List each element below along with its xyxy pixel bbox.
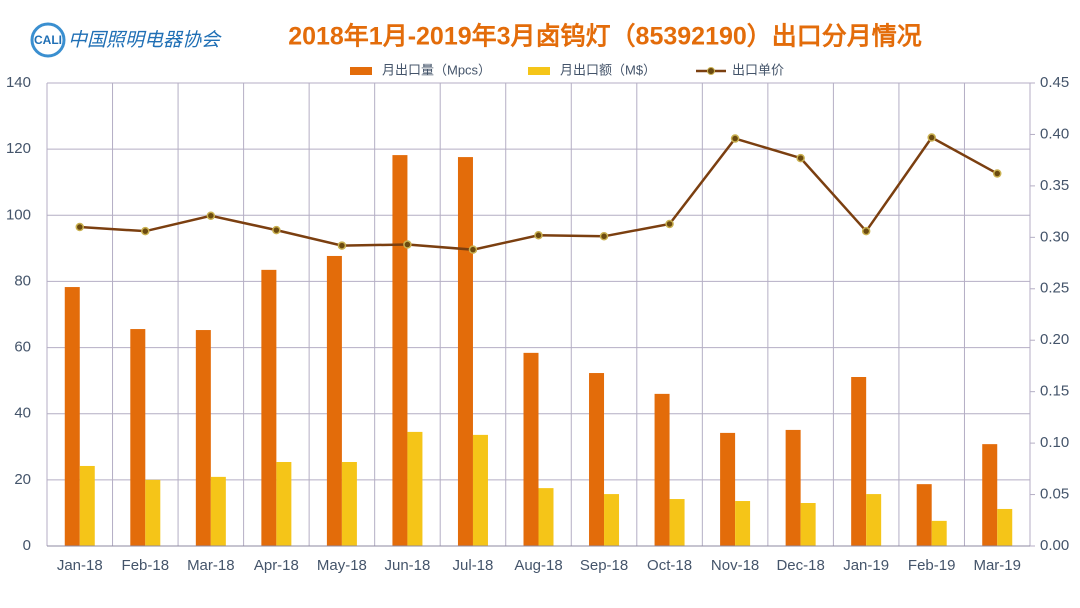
- bar: [261, 269, 277, 546]
- legend-label: 月出口额（M$）: [560, 62, 656, 77]
- legend-marker: [707, 67, 715, 75]
- x-tick-label: Mar-19: [973, 557, 1021, 574]
- x-tick-label: Oct-18: [647, 557, 692, 574]
- bar: [210, 476, 226, 546]
- line-marker: [796, 153, 805, 163]
- line-marker: [141, 226, 150, 236]
- logo: CALI: [34, 33, 62, 47]
- bar: [130, 329, 146, 546]
- bar: [735, 501, 751, 546]
- chart-title: 2018年1月-2019年3月卤钨灯（85392190）出口分月情况: [288, 22, 922, 51]
- bar: [392, 155, 408, 547]
- bar: [982, 444, 998, 546]
- bar: [800, 503, 816, 546]
- bar: [276, 461, 292, 546]
- bar: [604, 494, 620, 546]
- line-marker: [403, 240, 412, 249]
- line-marker: [730, 134, 740, 143]
- logo-text: 中国照明电器协会: [68, 30, 222, 51]
- bar: [720, 432, 736, 546]
- bar: [785, 429, 801, 546]
- line-marker: [337, 241, 347, 250]
- bar: [997, 508, 1013, 546]
- x-tick-label: Jun-18: [384, 557, 430, 574]
- bar: [523, 352, 539, 546]
- x-tick-label: May-18: [317, 557, 367, 574]
- legend-label: 月出口量（Mpcs）: [382, 62, 491, 77]
- bar: [654, 393, 670, 546]
- bar: [79, 465, 95, 546]
- bar: [457, 157, 473, 546]
- bar: [931, 520, 947, 546]
- x-tick-label: Feb-18: [122, 557, 170, 574]
- x-tick-label: Dec-18: [776, 557, 824, 574]
- bar: [538, 488, 554, 546]
- bar: [195, 330, 211, 546]
- bar: [866, 494, 882, 546]
- y-tick-label: 80: [14, 272, 31, 289]
- y2-tick-label: 0.20: [1040, 331, 1069, 348]
- bar: [64, 287, 80, 546]
- x-tick-label: Aug-18: [514, 557, 562, 574]
- x-tick-label: Feb-19: [908, 557, 956, 574]
- line-marker: [599, 232, 609, 241]
- y-tick-label: 20: [14, 471, 31, 488]
- bar: [407, 431, 423, 546]
- line-marker: [927, 133, 936, 142]
- x-tick-label: Jan-18: [57, 557, 103, 574]
- bar: [669, 499, 685, 546]
- y2-tick-label: 0.15: [1040, 383, 1069, 400]
- x-tick-label: Nov-18: [711, 557, 759, 574]
- y2-tick-label: 0.05: [1040, 486, 1069, 503]
- y-tick-label: 120: [6, 140, 31, 157]
- legend-label: 出口单价: [732, 62, 784, 77]
- line-marker: [75, 222, 85, 232]
- logo-mark: [30, 22, 66, 58]
- bar: [326, 255, 342, 547]
- x-tick-label: Mar-18: [187, 557, 235, 574]
- y2-tick-label: 0.30: [1040, 228, 1069, 245]
- x-tick-label: Jul-18: [453, 557, 494, 574]
- y2-tick-label: 0.10: [1040, 434, 1069, 451]
- legend-swatch: [528, 67, 550, 75]
- legend-swatch: [350, 67, 372, 75]
- line-marker: [534, 231, 543, 240]
- y2-tick-label: 0.25: [1040, 280, 1069, 297]
- y2-tick-label: 0.35: [1040, 177, 1069, 194]
- y-tick-label: 100: [6, 206, 31, 223]
- bar: [341, 461, 357, 546]
- bar: [851, 377, 867, 546]
- bar: [589, 373, 605, 546]
- x-tick-label: Sep-18: [580, 557, 628, 574]
- x-tick-label: Apr-18: [254, 557, 299, 574]
- bar: [916, 484, 932, 546]
- line-marker: [468, 245, 478, 254]
- y-tick-label: 140: [6, 74, 31, 91]
- y-tick-label: 60: [14, 339, 31, 356]
- y2-tick-label: 0.45: [1040, 74, 1069, 91]
- line-marker: [272, 225, 281, 235]
- bar: [472, 434, 488, 546]
- y2-tick-label: 0.40: [1040, 125, 1069, 142]
- y-tick-label: 40: [14, 405, 31, 422]
- y2-tick-label: 0.00: [1040, 537, 1069, 554]
- bar: [145, 479, 161, 546]
- line-marker: [992, 169, 1002, 178]
- line-marker: [206, 211, 216, 220]
- x-tick-label: Jan-19: [843, 557, 889, 574]
- y-tick-label: 0: [23, 537, 31, 554]
- line-marker: [665, 219, 674, 229]
- line-marker: [861, 226, 871, 236]
